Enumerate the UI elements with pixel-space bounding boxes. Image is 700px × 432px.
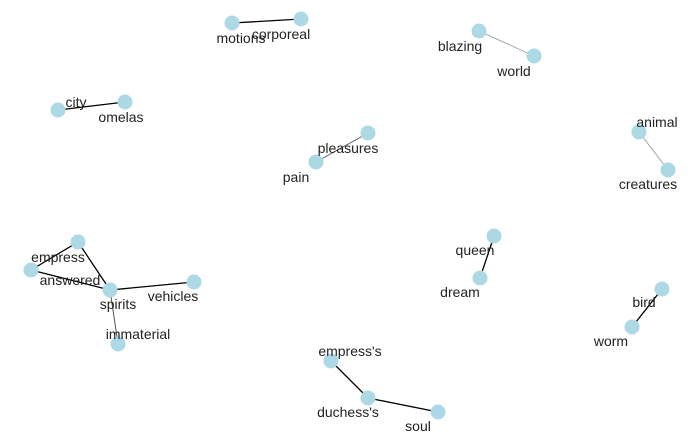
node-label-pleasures: pleasures: [318, 140, 379, 156]
node-label-bird: bird: [632, 294, 655, 310]
node-immaterial[interactable]: [110, 336, 126, 352]
node-label-immaterial: immaterial: [106, 326, 171, 342]
node-spirits[interactable]: [102, 282, 118, 298]
node-label-dream: dream: [440, 284, 480, 300]
node-label-answered: answered: [40, 272, 101, 288]
node-world[interactable]: [526, 48, 542, 64]
node-motions[interactable]: [224, 15, 240, 31]
node-empress-s[interactable]: [323, 353, 339, 369]
edge-bird-worm: [631, 288, 663, 328]
node-city[interactable]: [50, 102, 66, 118]
node-bird[interactable]: [654, 281, 670, 297]
node-dream[interactable]: [472, 270, 488, 286]
node-label-queen: queen: [456, 242, 495, 258]
node-empress[interactable]: [70, 234, 86, 250]
node-label-creatures: creatures: [619, 176, 677, 192]
node-blazing[interactable]: [471, 23, 487, 39]
node-label-corporeal: corporeal: [252, 26, 310, 42]
edge-motions-corporeal: [231, 18, 302, 24]
node-queen[interactable]: [486, 228, 502, 244]
node-label-empress-s: empress's: [318, 343, 381, 359]
node-label-city: city: [66, 94, 87, 110]
node-label-worm: worm: [593, 333, 628, 349]
node-label-duchess-s: duchess's: [317, 404, 379, 420]
edge-empress-answered: [30, 241, 79, 271]
node-label-vehicles: vehicles: [148, 288, 199, 304]
edge-empress-spirits: [77, 241, 111, 291]
node-label-motions: motions: [216, 30, 265, 46]
edge-spirits-immaterial: [109, 289, 119, 345]
node-worm[interactable]: [624, 319, 640, 335]
node-pain[interactable]: [308, 154, 324, 170]
node-label-spirits: spirits: [100, 296, 137, 312]
edge-pleasures-pain: [315, 132, 369, 163]
node-answered[interactable]: [23, 262, 39, 278]
node-label-world: world: [496, 63, 530, 79]
node-label-blazing: blazing: [438, 38, 482, 54]
edge-empress_s-duchess_s: [330, 360, 369, 399]
node-vehicles[interactable]: [186, 274, 202, 290]
nodes-layer: [23, 11, 676, 420]
edge-duchess_s-soul: [367, 397, 439, 413]
edge-animal-creatures: [638, 131, 669, 171]
node-label-pain: pain: [283, 169, 309, 185]
node-label-omelas: omelas: [98, 109, 143, 125]
node-label-soul: soul: [405, 418, 431, 432]
edge-blazing-world: [478, 30, 535, 57]
node-label-animal: animal: [636, 114, 677, 130]
node-duchess-s[interactable]: [360, 390, 376, 406]
edge-spirits-vehicles: [109, 281, 195, 291]
node-label-empress: empress: [31, 249, 85, 265]
node-animal[interactable]: [631, 124, 647, 140]
node-corporeal[interactable]: [293, 11, 309, 27]
node-omelas[interactable]: [117, 94, 133, 110]
node-pleasures[interactable]: [360, 125, 376, 141]
node-soul[interactable]: [430, 404, 446, 420]
edge-answered-spirits: [30, 269, 111, 291]
node-creatures[interactable]: [660, 162, 676, 178]
edge-city-omelas: [57, 101, 126, 111]
